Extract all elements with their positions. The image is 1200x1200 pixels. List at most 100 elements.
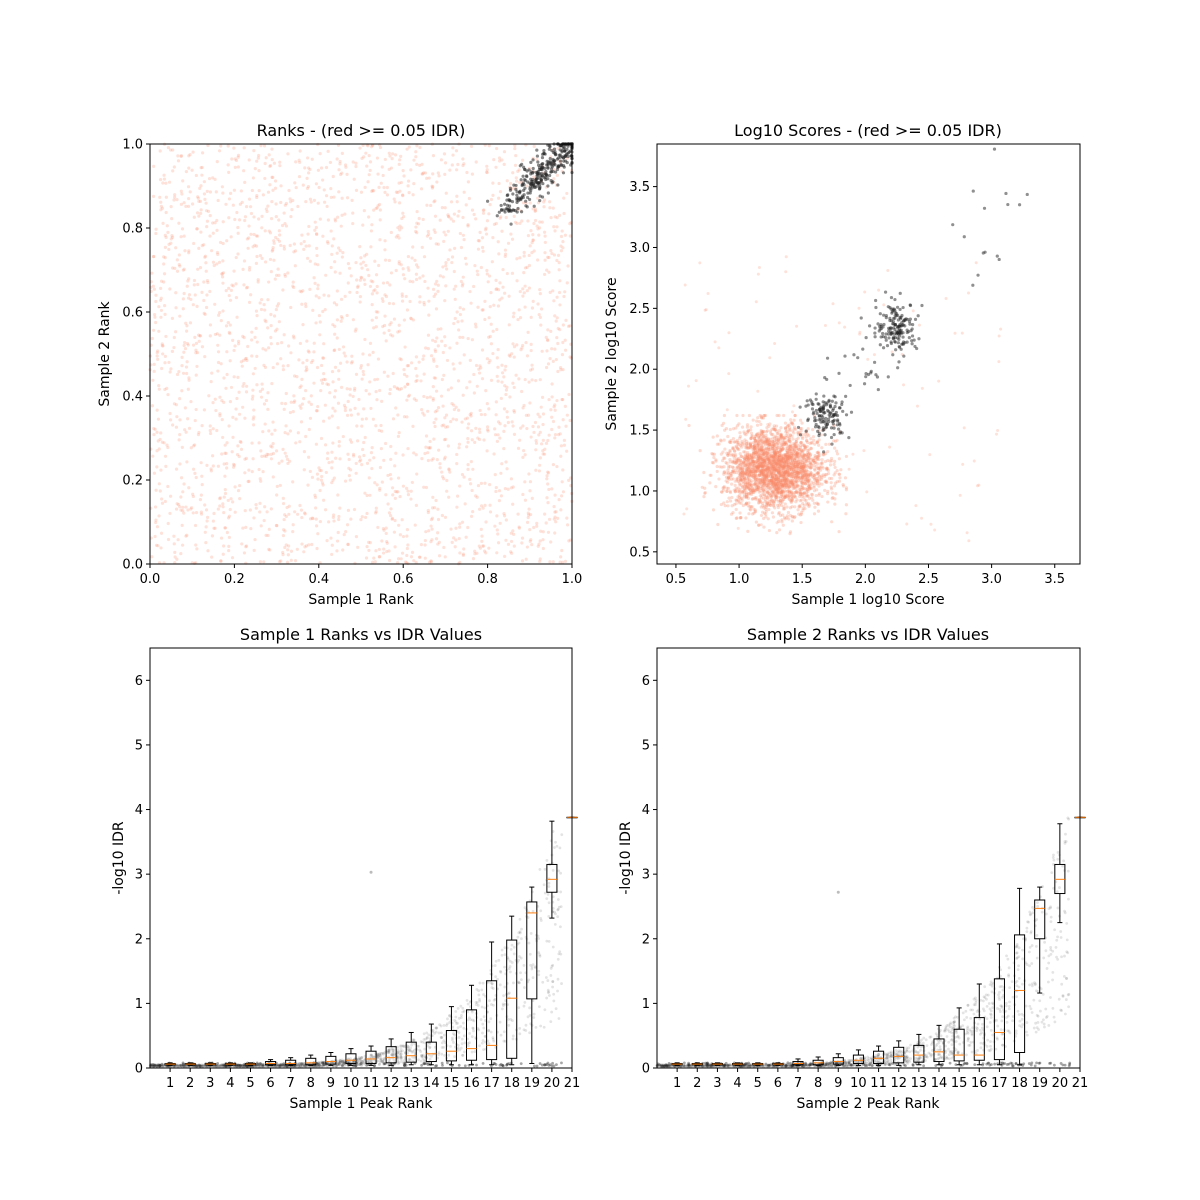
red-point xyxy=(725,500,729,504)
red-point xyxy=(493,433,498,437)
red-point xyxy=(495,551,499,555)
red-point xyxy=(228,323,232,327)
red-point xyxy=(442,423,446,427)
red-point xyxy=(833,497,837,501)
red-point xyxy=(424,530,428,534)
red-point xyxy=(377,185,381,189)
red-point xyxy=(316,142,320,147)
red-point xyxy=(181,297,185,301)
red-point xyxy=(775,531,779,535)
red-point xyxy=(282,333,286,337)
red-point xyxy=(267,527,271,531)
red-point xyxy=(210,534,215,538)
red-point xyxy=(460,319,464,323)
red-point xyxy=(478,230,482,235)
red-point xyxy=(442,152,447,156)
red-point xyxy=(555,335,559,340)
red-point xyxy=(400,294,404,298)
red-point xyxy=(250,188,254,193)
red-point xyxy=(255,383,259,387)
red-point xyxy=(411,280,415,284)
red-point xyxy=(414,225,418,229)
red-point xyxy=(264,398,269,403)
red-point xyxy=(529,228,533,233)
red-point xyxy=(324,165,329,170)
red-point xyxy=(331,323,335,327)
red-point xyxy=(401,169,405,173)
red-point xyxy=(256,280,260,284)
red-point xyxy=(298,289,302,293)
ranks-ylabel: Sample 2 Rank xyxy=(97,300,113,406)
red-point xyxy=(204,269,208,273)
red-point xyxy=(491,351,495,356)
red-point xyxy=(405,486,409,490)
red-point xyxy=(269,324,273,328)
red-point xyxy=(456,320,460,324)
red-point xyxy=(388,558,392,563)
red-point xyxy=(545,268,549,272)
red-point xyxy=(260,382,264,386)
red-point xyxy=(526,413,531,417)
red-point xyxy=(271,248,275,252)
red-point xyxy=(494,278,498,282)
red-point xyxy=(250,354,254,358)
red-point xyxy=(231,415,235,419)
red-point xyxy=(470,438,474,442)
red-point xyxy=(442,457,447,461)
red-point xyxy=(480,377,485,381)
red-point xyxy=(485,219,490,223)
red-point xyxy=(537,433,541,437)
red-point xyxy=(463,417,467,421)
red-point xyxy=(749,505,753,509)
red-point xyxy=(376,525,380,530)
red-point xyxy=(322,372,326,376)
red-point xyxy=(270,381,274,386)
red-point xyxy=(331,478,335,482)
red-point xyxy=(186,296,191,300)
red-point xyxy=(366,144,370,148)
red-point xyxy=(171,169,175,173)
red-point xyxy=(383,314,387,318)
red-point xyxy=(351,221,355,226)
red-point xyxy=(220,272,224,276)
red-point xyxy=(297,158,301,162)
red-point xyxy=(443,172,447,177)
red-point xyxy=(536,544,540,548)
red-point xyxy=(780,518,784,522)
red-point xyxy=(508,395,512,399)
red-point xyxy=(208,190,213,194)
red-point xyxy=(498,521,502,525)
red-point xyxy=(427,313,431,317)
red-point xyxy=(257,441,261,445)
red-point xyxy=(318,320,322,324)
red-point xyxy=(284,201,288,206)
red-point xyxy=(534,378,538,383)
red-point xyxy=(565,191,569,196)
red-point xyxy=(398,533,402,537)
red-point xyxy=(175,415,179,419)
red-point xyxy=(252,415,256,419)
red-point xyxy=(302,550,306,554)
red-point xyxy=(507,353,511,357)
red-point xyxy=(236,488,241,493)
red-point xyxy=(734,507,738,512)
red-point xyxy=(187,277,191,281)
red-point xyxy=(351,452,356,456)
red-point xyxy=(551,462,556,467)
red-point xyxy=(350,360,354,364)
red-point xyxy=(553,515,557,519)
red-point xyxy=(161,352,165,356)
red-point xyxy=(152,362,156,366)
red-point xyxy=(427,232,431,236)
red-point xyxy=(179,202,184,206)
red-point xyxy=(262,144,267,148)
red-point xyxy=(326,218,330,222)
red-point xyxy=(200,290,204,294)
red-point xyxy=(178,505,182,509)
red-point xyxy=(393,545,397,549)
red-point xyxy=(391,302,396,306)
black-point xyxy=(563,149,567,153)
red-point xyxy=(498,281,502,285)
red-point xyxy=(371,417,375,421)
red-point xyxy=(415,162,419,166)
